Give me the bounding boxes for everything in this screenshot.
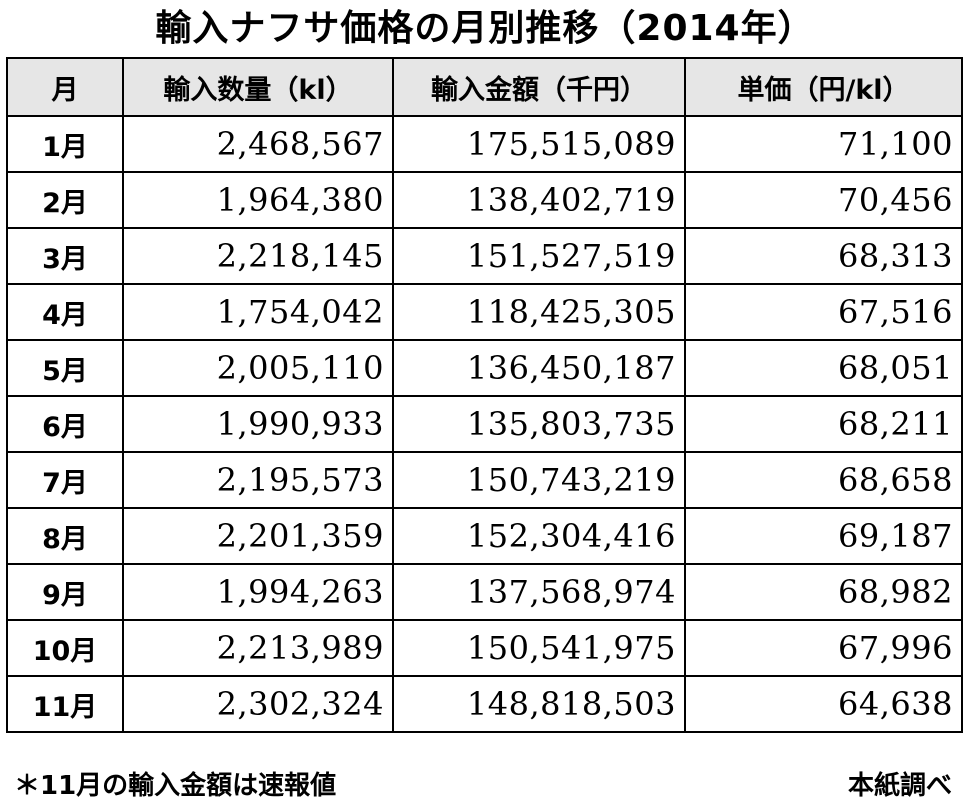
row-month: 7月 (6, 451, 124, 509)
table-row: 10月 2,213,989 150,541,975 67,996 (6, 619, 963, 677)
header-unit-price: 単価（円/kl） (684, 57, 963, 117)
row-unit-price: 64,638 (684, 675, 963, 733)
row-month: 6月 (6, 395, 124, 453)
page-title: 輸入ナフサ価格の月別推移（2014年） (155, 8, 815, 49)
row-unit-price: 68,313 (684, 227, 963, 285)
row-unit-price: 68,658 (684, 451, 963, 509)
row-amount: 150,541,975 (392, 619, 686, 677)
table-row: 11月 2,302,324 148,818,503 64,638 (6, 675, 963, 733)
row-unit-price: 67,996 (684, 619, 963, 677)
row-amount: 150,743,219 (392, 451, 686, 509)
table-row: 5月 2,005,110 136,450,187 68,051 (6, 339, 963, 397)
row-month: 9月 (6, 563, 124, 621)
row-amount: 138,402,719 (392, 171, 686, 229)
row-quantity: 2,218,145 (122, 227, 394, 285)
header-amount: 輸入金額（千円） (392, 57, 686, 117)
row-unit-price: 68,211 (684, 395, 963, 453)
row-unit-price: 68,982 (684, 563, 963, 621)
row-unit-price: 71,100 (684, 115, 963, 173)
row-quantity: 1,754,042 (122, 283, 394, 341)
table-row: 2月 1,964,380 138,402,719 70,456 (6, 171, 963, 229)
row-amount: 175,515,089 (392, 115, 686, 173)
row-month: 5月 (6, 339, 124, 397)
row-unit-price: 67,516 (684, 283, 963, 341)
row-month: 11月 (6, 675, 124, 733)
row-month: 8月 (6, 507, 124, 565)
source-credit: 本紙調べ (847, 771, 952, 801)
row-amount: 152,304,416 (392, 507, 686, 565)
row-month: 3月 (6, 227, 124, 285)
row-month: 10月 (6, 619, 124, 677)
row-quantity: 2,302,324 (122, 675, 394, 733)
row-amount: 148,818,503 (392, 675, 686, 733)
footnote: ＊11月の輸入金額は速報値 (14, 771, 337, 801)
table-row: 9月 1,994,263 137,568,974 68,982 (6, 563, 963, 621)
row-amount: 136,450,187 (392, 339, 686, 397)
row-unit-price: 69,187 (684, 507, 963, 565)
row-quantity: 2,213,989 (122, 619, 394, 677)
row-quantity: 2,195,573 (122, 451, 394, 509)
row-month: 1月 (6, 115, 124, 173)
header-month: 月 (6, 57, 124, 117)
row-quantity: 1,994,263 (122, 563, 394, 621)
row-amount: 151,527,519 (392, 227, 686, 285)
row-amount: 118,425,305 (392, 283, 686, 341)
row-quantity: 2,201,359 (122, 507, 394, 565)
table-row: 7月 2,195,573 150,743,219 68,658 (6, 451, 963, 509)
header-quantity: 輸入数量（kl） (122, 57, 394, 117)
row-unit-price: 68,051 (684, 339, 963, 397)
table-row: 6月 1,990,933 135,803,735 68,211 (6, 395, 963, 453)
row-quantity: 1,964,380 (122, 171, 394, 229)
row-amount: 137,568,974 (392, 563, 686, 621)
table-row: 4月 1,754,042 118,425,305 67,516 (6, 283, 963, 341)
table-row: 8月 2,201,359 152,304,416 69,187 (6, 507, 963, 565)
row-quantity: 2,468,567 (122, 115, 394, 173)
row-quantity: 2,005,110 (122, 339, 394, 397)
naphtha-price-table: 月 輸入数量（kl） 輸入金額（千円） 単価（円/kl） 1月 2,468,56… (6, 57, 963, 733)
row-unit-price: 70,456 (684, 171, 963, 229)
table-row: 1月 2,468,567 175,515,089 71,100 (6, 115, 963, 173)
row-quantity: 1,990,933 (122, 395, 394, 453)
row-amount: 135,803,735 (392, 395, 686, 453)
row-month: 4月 (6, 283, 124, 341)
table-row: 3月 2,218,145 151,527,519 68,313 (6, 227, 963, 285)
row-month: 2月 (6, 171, 124, 229)
table-header-row: 月 輸入数量（kl） 輸入金額（千円） 単価（円/kl） (6, 57, 963, 117)
